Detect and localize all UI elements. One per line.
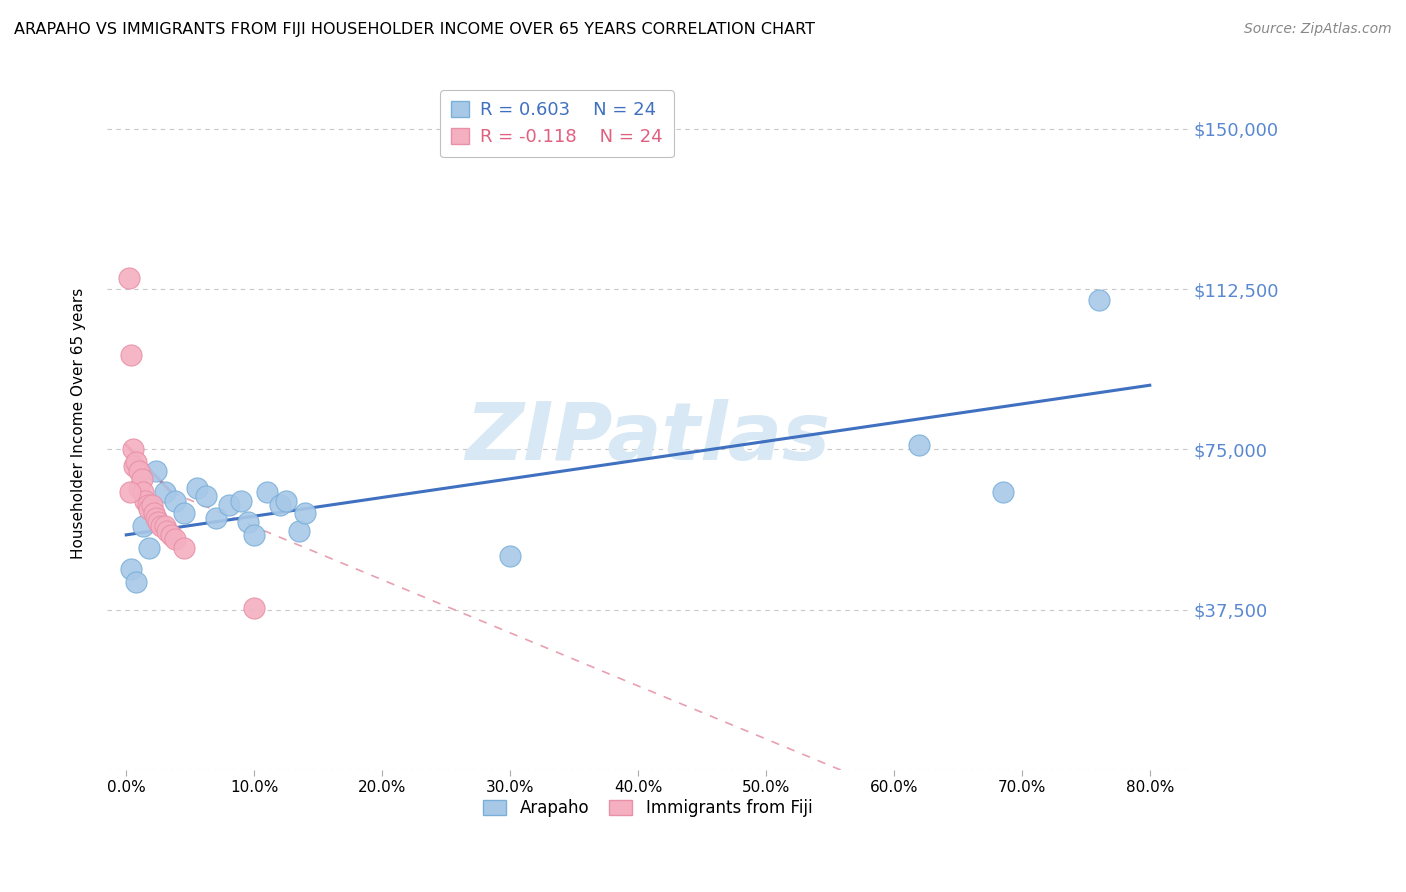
- Point: [218, 498, 240, 512]
- Point: [186, 481, 208, 495]
- Point: [153, 519, 176, 533]
- Point: [163, 532, 186, 546]
- Legend: Arapaho, Immigrants from Fiji: Arapaho, Immigrants from Fiji: [477, 793, 820, 824]
- Point: [128, 464, 150, 478]
- Point: [134, 493, 156, 508]
- Point: [256, 485, 278, 500]
- Point: [269, 498, 291, 512]
- Point: [1087, 293, 1109, 307]
- Point: [120, 348, 142, 362]
- Point: [243, 528, 266, 542]
- Point: [173, 507, 195, 521]
- Point: [143, 507, 166, 521]
- Point: [138, 502, 160, 516]
- Point: [160, 528, 183, 542]
- Point: [499, 549, 522, 564]
- Point: [156, 524, 179, 538]
- Point: [132, 485, 155, 500]
- Point: [205, 510, 228, 524]
- Point: [294, 507, 316, 521]
- Text: ARAPAHO VS IMMIGRANTS FROM FIJI HOUSEHOLDER INCOME OVER 65 YEARS CORRELATION CHA: ARAPAHO VS IMMIGRANTS FROM FIJI HOUSEHOL…: [14, 22, 815, 37]
- Point: [118, 271, 141, 285]
- Y-axis label: Householder Income Over 65 years: Householder Income Over 65 years: [72, 288, 86, 559]
- Point: [131, 472, 153, 486]
- Point: [138, 541, 160, 555]
- Point: [141, 498, 163, 512]
- Point: [145, 464, 167, 478]
- Point: [136, 498, 159, 512]
- Point: [276, 493, 298, 508]
- Point: [121, 442, 143, 457]
- Point: [145, 510, 167, 524]
- Text: ZIPatlas: ZIPatlas: [465, 399, 830, 476]
- Point: [231, 493, 253, 508]
- Point: [194, 489, 217, 503]
- Point: [243, 600, 266, 615]
- Point: [128, 481, 150, 495]
- Point: [120, 562, 142, 576]
- Point: [125, 455, 148, 469]
- Point: [236, 515, 259, 529]
- Point: [149, 519, 172, 533]
- Point: [125, 574, 148, 589]
- Point: [122, 459, 145, 474]
- Point: [153, 485, 176, 500]
- Point: [120, 485, 142, 500]
- Point: [288, 524, 311, 538]
- Point: [148, 515, 170, 529]
- Point: [163, 493, 186, 508]
- Point: [132, 519, 155, 533]
- Point: [173, 541, 195, 555]
- Point: [908, 438, 931, 452]
- Text: Source: ZipAtlas.com: Source: ZipAtlas.com: [1244, 22, 1392, 37]
- Point: [991, 485, 1014, 500]
